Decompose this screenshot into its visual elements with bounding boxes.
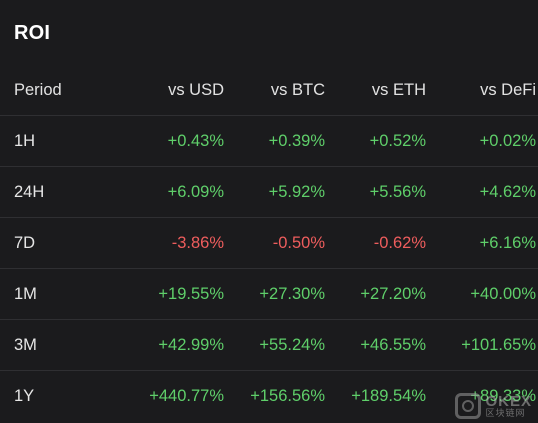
table-header-row: Period vs USD vs BTC vs ETH vs DeFi bbox=[0, 65, 538, 116]
vs-btc-cell: +55.24% bbox=[224, 319, 325, 371]
period-cell: 7D bbox=[0, 217, 119, 269]
table-row: 3M +42.99% +55.24% +46.55% +101.65% bbox=[0, 319, 538, 371]
vs-btc-cell: +0.39% bbox=[224, 115, 325, 167]
roi-title: ROI bbox=[14, 22, 51, 44]
period-cell: 24H bbox=[0, 166, 119, 218]
table-row: 1Y +440.77% +156.56% +189.54% +89.33% bbox=[0, 370, 538, 421]
period-cell: 1M bbox=[0, 268, 119, 320]
vs-usd-cell: +6.09% bbox=[119, 166, 224, 218]
table-row: 24H +6.09% +5.92% +5.56% +4.62% bbox=[0, 166, 538, 218]
period-cell: 3M bbox=[0, 319, 119, 371]
vs-btc-cell: +156.56% bbox=[224, 370, 325, 421]
vs-eth-cell: +189.54% bbox=[325, 370, 426, 421]
column-header-vs-usd: vs USD bbox=[168, 80, 224, 99]
column-header-vs-btc: vs BTC bbox=[270, 80, 325, 99]
vs-eth-cell: +46.55% bbox=[325, 319, 426, 371]
vs-usd-cell: +0.43% bbox=[119, 115, 224, 167]
vs-defi-cell: +89.33% bbox=[426, 370, 538, 421]
vs-usd-cell: +19.55% bbox=[119, 268, 224, 320]
column-header-period: Period bbox=[14, 80, 62, 99]
period-cell: 1H bbox=[0, 115, 119, 167]
table-row: 1H +0.43% +0.39% +0.52% +0.02% bbox=[0, 115, 538, 167]
vs-btc-cell: +27.30% bbox=[224, 268, 325, 320]
table-row: 7D -3.86% -0.50% -0.62% +6.16% bbox=[0, 217, 538, 269]
vs-defi-cell: +4.62% bbox=[426, 166, 538, 218]
vs-eth-cell: +5.56% bbox=[325, 166, 426, 218]
vs-btc-cell: +5.92% bbox=[224, 166, 325, 218]
vs-defi-cell: +101.65% bbox=[426, 319, 538, 371]
vs-defi-cell: +0.02% bbox=[426, 115, 538, 167]
period-cell: 1Y bbox=[0, 370, 119, 421]
vs-eth-cell: -0.62% bbox=[325, 217, 426, 269]
vs-usd-cell: -3.86% bbox=[119, 217, 224, 269]
vs-defi-cell: +40.00% bbox=[426, 268, 538, 320]
column-header-vs-eth: vs ETH bbox=[371, 80, 426, 99]
vs-eth-cell: +0.52% bbox=[325, 115, 426, 167]
vs-eth-cell: +27.20% bbox=[325, 268, 426, 320]
vs-usd-cell: +42.99% bbox=[119, 319, 224, 371]
column-header-vs-defi: vs DeFi bbox=[480, 80, 536, 99]
vs-btc-cell: -0.50% bbox=[224, 217, 325, 269]
roi-table: Period vs USD vs BTC vs ETH vs DeFi 1H +… bbox=[0, 65, 538, 421]
vs-defi-cell: +6.16% bbox=[426, 217, 538, 269]
vs-usd-cell: +440.77% bbox=[119, 370, 224, 421]
table-row: 1M +19.55% +27.30% +27.20% +40.00% bbox=[0, 268, 538, 320]
